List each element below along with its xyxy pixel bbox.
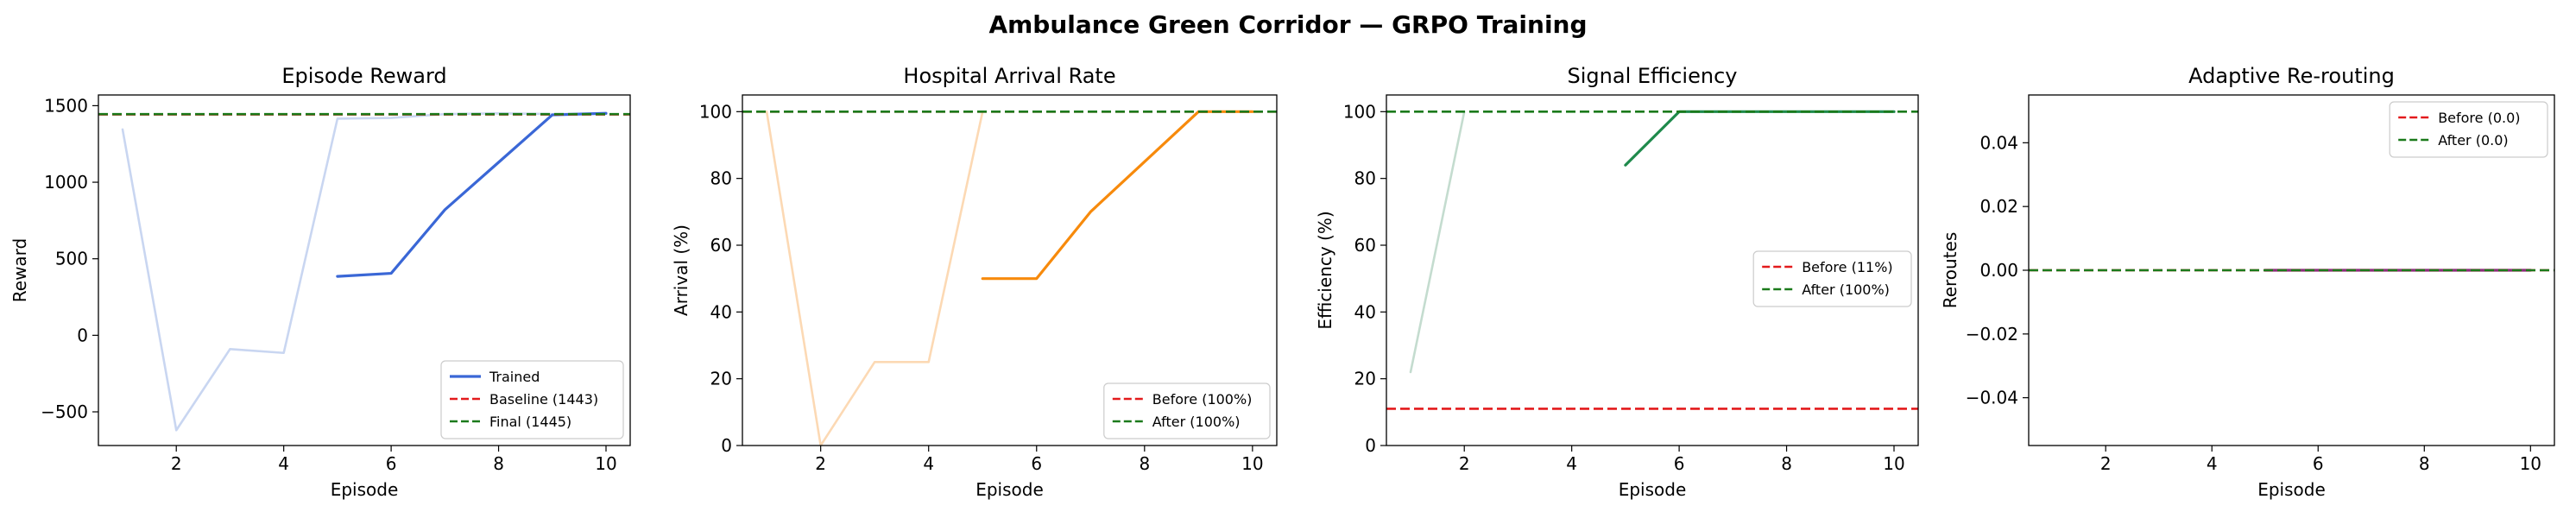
x-tick-label: 6 [386,453,397,474]
chart-panel-4: Adaptive Re-routing 2 4 6 8 10 −0.04 −0.02 0.00 0… [1940,64,2555,500]
plot-frame [98,94,631,446]
x-tick-label: 10 [2520,453,2541,474]
y-tick-label: 40 [710,301,732,322]
x-tick-label: 4 [923,453,934,474]
legend-label: Final (1445) [489,414,571,430]
x-tick-label: 4 [2207,453,2218,474]
y-tick-label: −500 [41,401,88,422]
series-line-raw [1409,111,1466,374]
y-tick-label: 100 [1343,101,1376,122]
figure-title: Ambulance Green Corridor — GRPO Training [988,10,1587,39]
y-tick-label: 500 [55,249,88,269]
chart-title: Adaptive Re-routing [2188,64,2395,88]
y-tick-label: 60 [710,235,732,256]
legend-label: After (0.0) [2438,132,2508,149]
x-tick-label: 8 [1139,453,1150,474]
legend-label: Before (0.0) [2438,110,2520,126]
legend-box [2389,101,2548,158]
x-tick-label: 10 [1241,453,1263,474]
y-tick-label: −0.04 [1966,388,2018,408]
y-axis-label: Efficiency (%) [1315,211,1335,329]
x-tick-label: 8 [2419,453,2430,474]
y-axis-label: Reroutes [1940,232,1960,309]
x-tick-label: 8 [493,453,504,474]
x-tick-label: 4 [278,453,289,474]
legend-box [1103,382,1271,439]
plot-frame [1386,94,1919,446]
legend: Before (11%) After (100%) [1752,250,1912,307]
y-tick-label: 0 [77,325,88,345]
y-tick-label: 0 [1365,435,1376,456]
chart-title: Hospital Arrival Rate [903,64,1115,88]
x-tick-label: 6 [2313,453,2324,474]
legend-label: Baseline (1443) [489,391,598,408]
y-tick-label: −0.02 [1966,324,2018,344]
y-tick-label: 0.00 [1979,260,2018,281]
legend-label: After (100%) [1152,414,1241,430]
series-line-smoothed [1624,110,1896,167]
x-tick-label: 10 [595,453,616,474]
y-tick-label: 0 [721,435,732,456]
plot-area [742,110,1277,446]
y-tick-label: 0.02 [1979,196,2018,217]
chart-panel-1: Episode Reward 2 4 6 8 10 −500 0 500 1000 1500 Epis… [9,64,631,500]
x-tick-label: 2 [1459,453,1470,474]
plot-area [1386,110,1918,410]
plot-frame [742,94,1278,446]
y-tick-label: 20 [710,369,732,389]
series-line-smoothed [981,110,1254,281]
legend-label: After (100%) [1802,281,1890,298]
y-tick-label: 80 [1354,168,1376,189]
legend: Trained Baseline (1443) Final (1445) [440,360,624,439]
y-tick-label: 60 [1354,235,1376,256]
x-tick-label: 10 [1883,453,1904,474]
y-tick-label: 40 [1354,301,1376,322]
y-axis-label: Reward [9,238,30,302]
legend: Before (100%) After (100%) [1103,382,1271,439]
chart-title: Episode Reward [281,64,446,88]
legend-box [1752,250,1912,307]
x-axis-label: Episode [1619,479,1687,500]
x-tick-label: 6 [1674,453,1685,474]
x-tick-label: 4 [1566,453,1577,474]
legend-label: Trained [489,369,540,385]
legend-label: Before (100%) [1152,391,1253,408]
x-axis-label: Episode [2257,479,2326,500]
legend: Before (0.0) After (0.0) [2389,101,2548,158]
legend-label: Before (11%) [1802,259,1892,275]
y-tick-label: 100 [699,101,732,122]
series-line-trained [336,111,608,278]
y-tick-label: 1500 [44,95,88,116]
x-tick-label: 2 [171,453,182,474]
chart-title: Signal Efficiency [1568,64,1738,88]
y-tick-label: 20 [1354,369,1376,389]
x-tick-label: 2 [815,453,826,474]
y-axis-label: Arrival (%) [671,224,691,316]
y-tick-label: 0.04 [1979,132,2018,153]
series-line-raw [765,111,984,446]
plot-area [98,111,630,432]
legend-box [440,360,624,439]
y-tick-label: 1000 [44,172,88,193]
x-axis-label: Episode [975,479,1044,500]
x-tick-label: 8 [1781,453,1792,474]
x-tick-label: 2 [2100,453,2112,474]
series-line-raw [121,111,608,432]
y-tick-label: 80 [710,168,732,189]
x-axis-label: Episode [331,479,399,500]
x-tick-label: 6 [1031,453,1042,474]
